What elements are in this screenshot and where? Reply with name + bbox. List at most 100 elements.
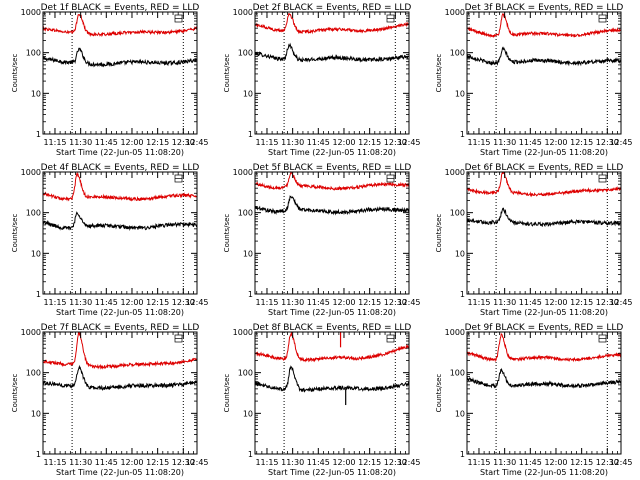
panel-title: Det 8f BLACK = Events, RED = LLD	[253, 323, 412, 333]
y-tick-label: 10	[243, 249, 253, 258]
y-tick-label: 10	[31, 409, 41, 418]
x-tick-label: 12:00	[544, 298, 567, 307]
panel-6: Det 6f BLACK = Events, RED = LLD 1 10 100 10…	[435, 163, 633, 317]
y-tick-label: 100	[450, 369, 465, 378]
x-tick-label: 12:30	[596, 458, 619, 467]
x-tick-label: 12:30	[596, 298, 619, 307]
x-tick-label: 11:15	[43, 298, 66, 307]
panel-title: Det 3f BLACK = Events, RED = LLD	[465, 3, 624, 13]
x-tick-label: 12:00	[332, 298, 355, 307]
lld-series-line	[254, 13, 410, 35]
y-tick-label: 10	[31, 89, 41, 98]
y-tick-label: 100	[450, 209, 465, 218]
x-tick-label: 11:45	[307, 138, 330, 147]
y-tick-label: 1	[36, 130, 41, 139]
x-tick-label: 12:45	[397, 458, 420, 467]
x-tick-label: 12:00	[120, 458, 143, 467]
panel-5: Det 5f BLACK = Events, RED = LLD 1 10 100 10…	[223, 163, 421, 317]
y-tick-label: 1	[460, 450, 465, 459]
y-tick-label: 1	[248, 290, 253, 299]
x-tick-label: 12:30	[172, 458, 195, 467]
x-tick-label: 11:15	[467, 458, 490, 467]
x-tick-label: 11:15	[255, 298, 278, 307]
x-tick-label: 12:45	[185, 298, 208, 307]
panel-2: Det 2f BLACK = Events, RED = LLD 1 10 100 10…	[223, 3, 421, 157]
y-tick-label: 1000	[445, 328, 465, 337]
y-tick-label: 1000	[233, 168, 253, 177]
panel-3: Det 3f BLACK = Events, RED = LLD 1 10 100 10…	[435, 3, 633, 157]
x-tick-label: 12:45	[185, 138, 208, 147]
y-axis-label: Counts/sec	[223, 54, 231, 93]
plot-frame	[254, 331, 410, 455]
x-tick-label: 11:15	[255, 458, 278, 467]
x-tick-label: 11:45	[519, 138, 542, 147]
x-tick-label: 12:00	[120, 298, 143, 307]
y-axis-label: Counts/sec	[11, 374, 19, 413]
events-series-line	[466, 367, 622, 389]
x-axis-label: Start Time (22-Jun-05 11:08:20)	[480, 148, 608, 157]
plot-frame	[254, 171, 410, 295]
events-series-line	[466, 46, 622, 67]
y-axis-label: Counts/sec	[223, 214, 231, 253]
x-tick-label: 12:15	[358, 138, 381, 147]
x-tick-label: 12:15	[570, 138, 593, 147]
x-tick-label: 11:15	[43, 138, 66, 147]
panel-title: Det 4f BLACK = Events, RED = LLD	[41, 163, 200, 173]
y-tick-label: 10	[243, 409, 253, 418]
x-tick-label: 12:15	[146, 298, 169, 307]
x-axis-label: Start Time (22-Jun-05 11:08:20)	[268, 308, 396, 317]
x-tick-label: 11:30	[69, 458, 92, 467]
x-axis-label: Start Time (22-Jun-05 11:08:20)	[56, 148, 184, 157]
x-tick-label: 11:45	[307, 458, 330, 467]
x-tick-label: 12:45	[397, 138, 420, 147]
x-tick-label: 11:30	[493, 298, 516, 307]
x-tick-label: 11:30	[281, 458, 304, 467]
x-tick-label: 12:00	[544, 458, 567, 467]
y-axis-label: Counts/sec	[435, 214, 443, 253]
panel-title: Det 9f BLACK = Events, RED = LLD	[465, 323, 624, 333]
events-series-line	[254, 195, 410, 216]
panel-4: Det 4f BLACK = Events, RED = LLD 1 10 100 10…	[11, 163, 209, 317]
events-series-line	[42, 364, 198, 391]
y-tick-label: 1000	[445, 168, 465, 177]
x-tick-label: 12:45	[609, 458, 632, 467]
x-axis-label: Start Time (22-Jun-05 11:08:20)	[56, 308, 184, 317]
x-tick-label: 12:30	[384, 138, 407, 147]
y-tick-label: 1	[36, 290, 41, 299]
y-tick-label: 100	[238, 49, 253, 58]
plot-frame	[254, 11, 410, 135]
x-axis-label: Start Time (22-Jun-05 11:08:20)	[268, 148, 396, 157]
y-tick-label: 1000	[21, 328, 41, 337]
x-axis-label: Start Time (22-Jun-05 11:08:20)	[480, 468, 608, 477]
events-series-line	[254, 365, 410, 393]
panel-title: Det 2f BLACK = Events, RED = LLD	[253, 3, 412, 13]
x-tick-label: 12:00	[332, 138, 355, 147]
panel-title: Det 7f BLACK = Events, RED = LLD	[41, 323, 200, 333]
panel-title: Det 1f BLACK = Events, RED = LLD	[41, 3, 200, 13]
y-tick-label: 100	[26, 209, 41, 218]
panel-8: Det 8f BLACK = Events, RED = LLD 1 10 100 10…	[223, 323, 421, 477]
plot-frame	[466, 11, 622, 135]
x-axis-label: Start Time (22-Jun-05 11:08:20)	[268, 468, 396, 477]
y-tick-label: 1	[36, 450, 41, 459]
panel-title: Det 6f BLACK = Events, RED = LLD	[465, 163, 624, 173]
x-tick-label: 11:30	[281, 298, 304, 307]
x-tick-label: 12:30	[172, 298, 195, 307]
y-tick-label: 10	[455, 89, 465, 98]
x-tick-label: 11:45	[95, 458, 118, 467]
plot-frame	[466, 331, 622, 455]
x-tick-label: 12:30	[172, 138, 195, 147]
lld-series-line	[42, 13, 198, 38]
y-tick-label: 100	[26, 49, 41, 58]
x-axis-label: Start Time (22-Jun-05 11:08:20)	[56, 468, 184, 477]
panel-9: Det 9f BLACK = Events, RED = LLD 1 10 100 10…	[435, 323, 633, 477]
x-tick-label: 11:45	[95, 138, 118, 147]
y-tick-label: 10	[455, 409, 465, 418]
x-tick-label: 12:45	[609, 138, 632, 147]
y-tick-label: 1000	[21, 8, 41, 17]
x-tick-label: 11:15	[467, 298, 490, 307]
y-tick-label: 10	[243, 89, 253, 98]
x-tick-label: 12:00	[120, 138, 143, 147]
y-tick-label: 1000	[233, 8, 253, 17]
